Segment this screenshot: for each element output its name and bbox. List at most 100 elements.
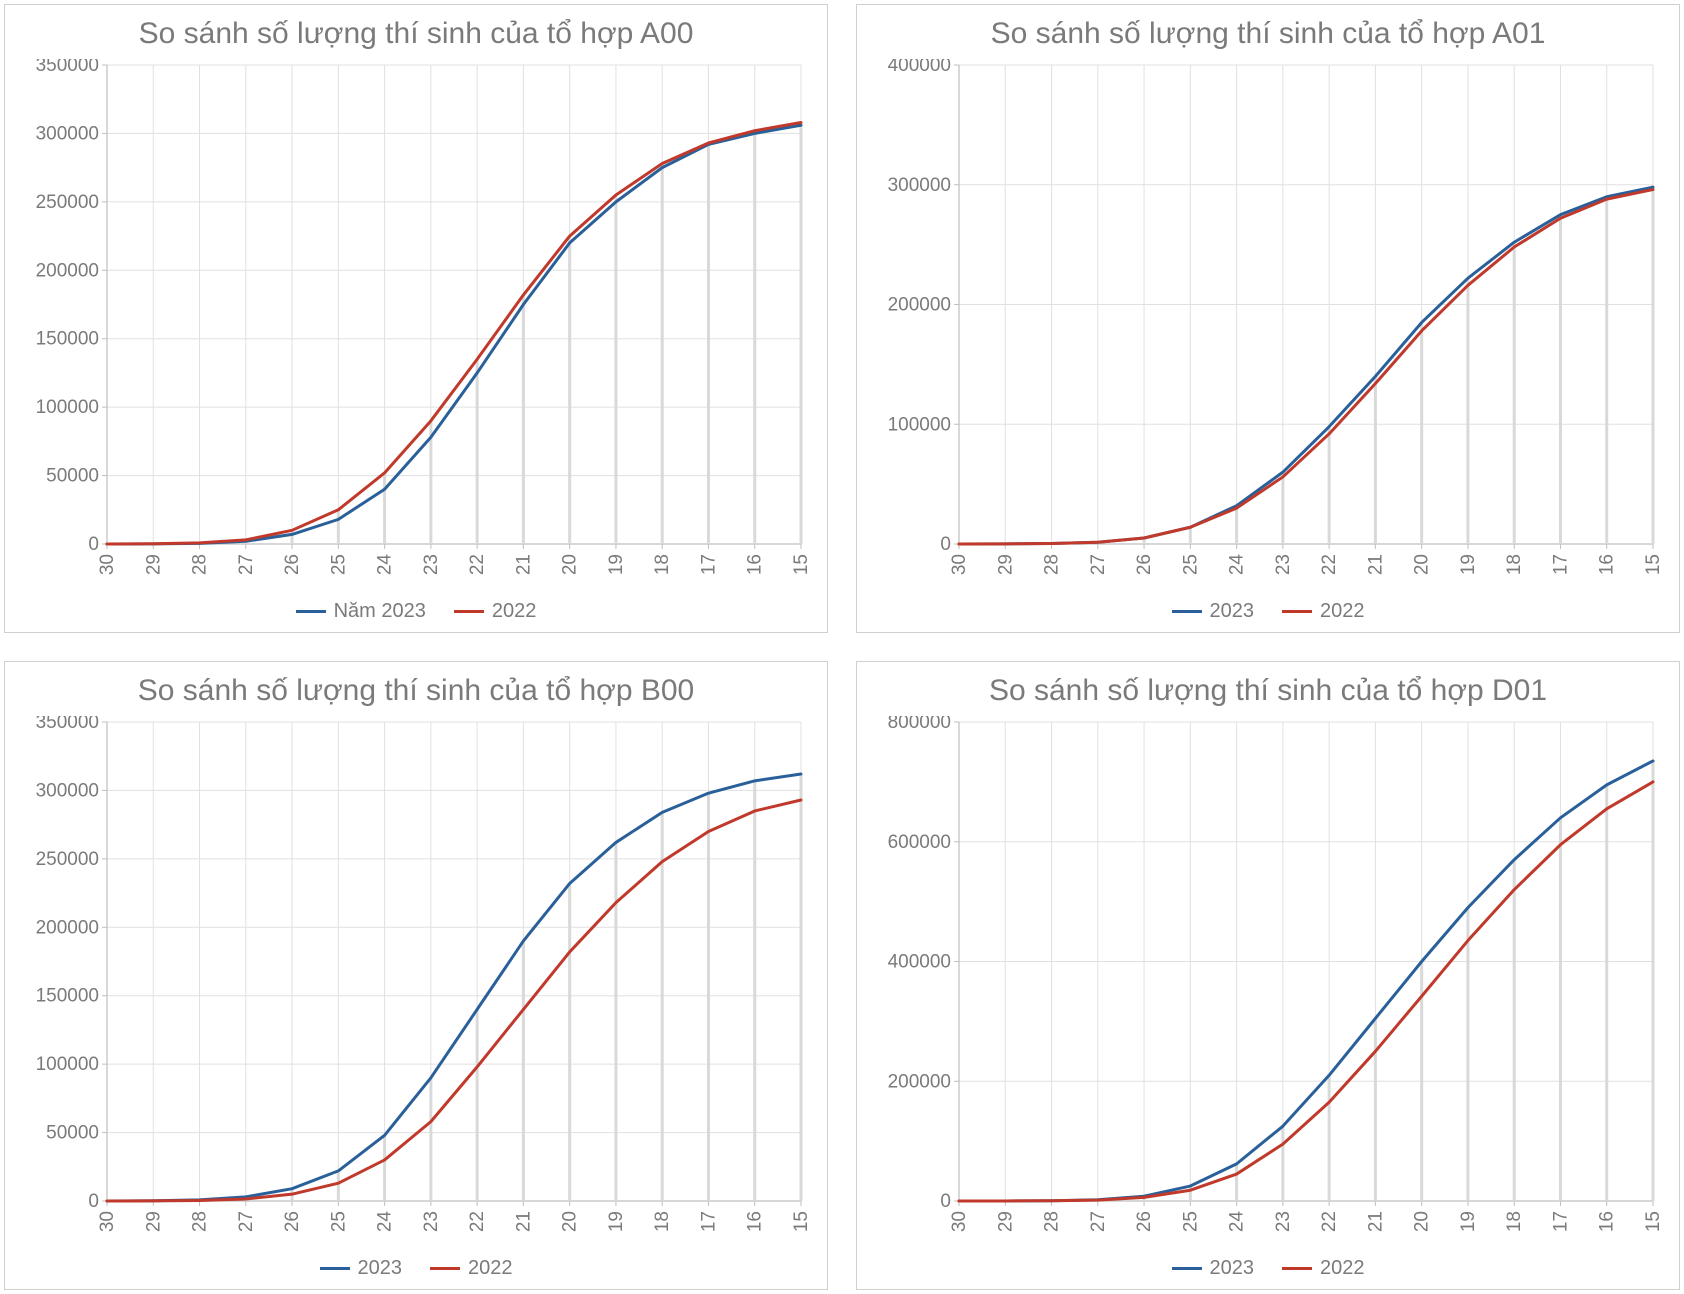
svg-text:29: 29 xyxy=(143,554,164,575)
svg-text:18: 18 xyxy=(1504,1211,1525,1232)
svg-text:26: 26 xyxy=(282,1211,303,1232)
svg-text:23: 23 xyxy=(421,554,442,575)
svg-text:18: 18 xyxy=(652,554,673,575)
svg-text:200000: 200000 xyxy=(888,1071,951,1092)
legend-item-2022: 2022 xyxy=(430,1257,513,1280)
svg-text:22: 22 xyxy=(467,1211,488,1232)
svg-text:16: 16 xyxy=(1597,1211,1618,1232)
chart-legend-a01: 2023 2022 xyxy=(867,594,1669,627)
legend-swatch-2023 xyxy=(1172,1267,1202,1270)
svg-text:22: 22 xyxy=(1319,1211,1340,1232)
svg-text:350000: 350000 xyxy=(36,716,99,733)
svg-text:300000: 300000 xyxy=(36,123,99,144)
chart-body-b00: 0500001000001500002000002500003000003500… xyxy=(15,716,817,1251)
svg-text:600000: 600000 xyxy=(888,831,951,852)
svg-text:25: 25 xyxy=(1180,554,1201,575)
svg-text:17: 17 xyxy=(1550,1211,1571,1232)
svg-text:25: 25 xyxy=(328,1211,349,1232)
svg-text:30: 30 xyxy=(949,1211,970,1232)
chart-panel-b00: So sánh số lượng thí sinh của tổ hợp B00… xyxy=(4,661,828,1290)
legend-item-2023: Năm 2023 xyxy=(296,600,426,623)
legend-item-2023: 2023 xyxy=(1172,1257,1255,1280)
chart-title-a01: So sánh số lượng thí sinh của tổ hợp A01 xyxy=(867,15,1669,53)
legend-swatch-2022 xyxy=(1282,1267,1312,1270)
svg-text:18: 18 xyxy=(652,1211,673,1232)
legend-label-2022: 2022 xyxy=(468,1257,513,1280)
legend-item-2023: 2023 xyxy=(1172,600,1255,623)
svg-text:150000: 150000 xyxy=(36,328,99,349)
svg-text:100000: 100000 xyxy=(36,1054,99,1075)
svg-text:30: 30 xyxy=(97,554,118,575)
legend-label-2023: Năm 2023 xyxy=(334,600,426,623)
svg-text:19: 19 xyxy=(1458,1211,1479,1232)
legend-label-2022: 2022 xyxy=(492,600,537,623)
svg-text:0: 0 xyxy=(940,1191,951,1212)
legend-item-2022: 2022 xyxy=(454,600,537,623)
svg-text:15: 15 xyxy=(1643,1211,1664,1232)
svg-text:16: 16 xyxy=(745,554,766,575)
svg-text:25: 25 xyxy=(1180,1211,1201,1232)
svg-text:22: 22 xyxy=(1319,554,1340,575)
legend-label-2022: 2022 xyxy=(1320,1257,1365,1280)
svg-text:250000: 250000 xyxy=(36,848,99,869)
svg-text:30: 30 xyxy=(949,554,970,575)
svg-text:23: 23 xyxy=(1273,554,1294,575)
svg-text:21: 21 xyxy=(1365,554,1386,575)
svg-text:200000: 200000 xyxy=(36,917,99,938)
chart-legend-a00: Năm 2023 2022 xyxy=(15,594,817,627)
svg-text:50000: 50000 xyxy=(46,1122,99,1143)
svg-text:27: 27 xyxy=(1088,1211,1109,1232)
svg-text:800000: 800000 xyxy=(888,716,951,733)
svg-text:26: 26 xyxy=(282,554,303,575)
svg-text:150000: 150000 xyxy=(36,985,99,1006)
svg-text:18: 18 xyxy=(1504,554,1525,575)
svg-text:28: 28 xyxy=(190,554,211,575)
svg-text:27: 27 xyxy=(236,1211,257,1232)
svg-text:20: 20 xyxy=(1412,554,1433,575)
legend-swatch-2022 xyxy=(454,610,484,613)
svg-text:27: 27 xyxy=(1088,554,1109,575)
svg-text:24: 24 xyxy=(375,1210,396,1232)
chart-grid: So sánh số lượng thí sinh của tổ hợp A00… xyxy=(0,0,1684,1294)
legend-swatch-2023 xyxy=(1172,610,1202,613)
chart-body-d01: 0200000400000600000800000302928272625242… xyxy=(867,716,1669,1251)
svg-text:350000: 350000 xyxy=(36,59,99,76)
chart-legend-b00: 2023 2022 xyxy=(15,1251,817,1284)
svg-text:29: 29 xyxy=(143,1211,164,1232)
svg-text:0: 0 xyxy=(88,1191,99,1212)
svg-text:19: 19 xyxy=(606,1211,627,1232)
svg-text:19: 19 xyxy=(1458,554,1479,575)
legend-swatch-2022 xyxy=(430,1267,460,1270)
legend-label-2022: 2022 xyxy=(1320,600,1365,623)
svg-text:27: 27 xyxy=(236,554,257,575)
chart-body-a01: 0100000200000300000400000302928272625242… xyxy=(867,59,1669,594)
legend-item-2022: 2022 xyxy=(1282,600,1365,623)
legend-item-2022: 2022 xyxy=(1282,1257,1365,1280)
svg-text:0: 0 xyxy=(940,534,951,555)
svg-text:400000: 400000 xyxy=(888,59,951,76)
svg-text:23: 23 xyxy=(1273,1211,1294,1232)
svg-text:28: 28 xyxy=(190,1211,211,1232)
svg-text:25: 25 xyxy=(328,554,349,575)
svg-text:24: 24 xyxy=(1227,553,1248,575)
svg-text:16: 16 xyxy=(1597,554,1618,575)
svg-text:26: 26 xyxy=(1134,554,1155,575)
svg-text:29: 29 xyxy=(995,1211,1016,1232)
chart-title-b00: So sánh số lượng thí sinh của tổ hợp B00 xyxy=(15,672,817,710)
svg-text:200000: 200000 xyxy=(888,294,951,315)
svg-text:50000: 50000 xyxy=(46,465,99,486)
chart-panel-d01: So sánh số lượng thí sinh của tổ hợp D01… xyxy=(856,661,1680,1290)
svg-text:24: 24 xyxy=(375,553,396,575)
legend-label-2023: 2023 xyxy=(1210,1257,1255,1280)
svg-text:23: 23 xyxy=(421,1211,442,1232)
svg-text:26: 26 xyxy=(1134,1211,1155,1232)
chart-panel-a00: So sánh số lượng thí sinh của tổ hợp A00… xyxy=(4,4,828,633)
svg-text:20: 20 xyxy=(560,554,581,575)
svg-text:200000: 200000 xyxy=(36,260,99,281)
svg-text:17: 17 xyxy=(698,554,719,575)
svg-text:15: 15 xyxy=(1643,554,1664,575)
svg-text:15: 15 xyxy=(791,554,812,575)
svg-text:100000: 100000 xyxy=(36,397,99,418)
legend-label-2023: 2023 xyxy=(1210,600,1255,623)
svg-text:300000: 300000 xyxy=(888,174,951,195)
